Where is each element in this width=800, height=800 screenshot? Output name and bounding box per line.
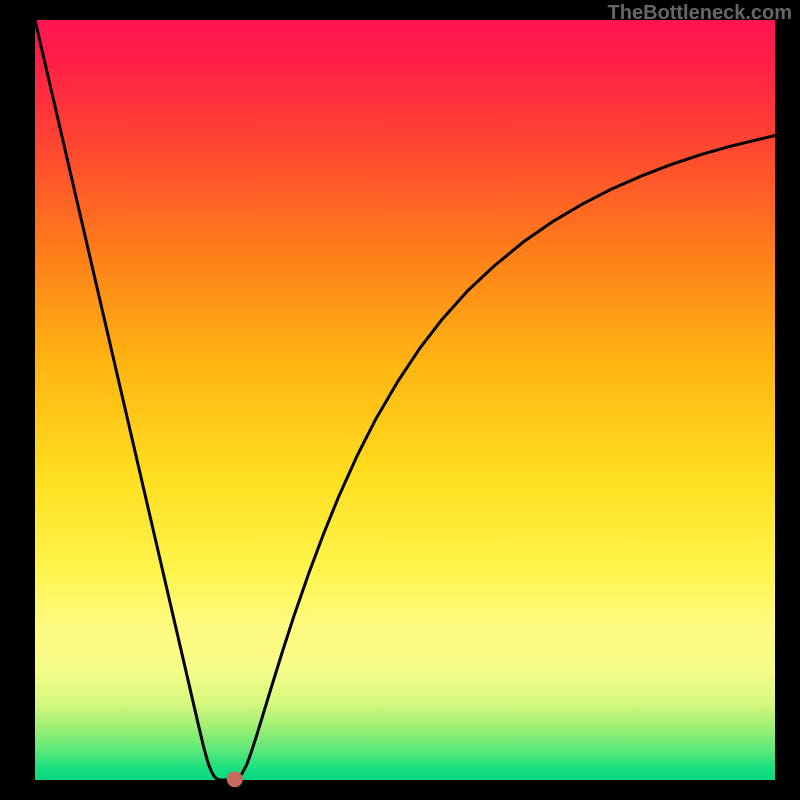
plot-background-gradient bbox=[35, 20, 775, 780]
chart-svg bbox=[0, 0, 800, 800]
optimum-marker bbox=[227, 771, 243, 787]
chart-canvas: TheBottleneck.com bbox=[0, 0, 800, 800]
watermark-text: TheBottleneck.com bbox=[608, 2, 792, 25]
